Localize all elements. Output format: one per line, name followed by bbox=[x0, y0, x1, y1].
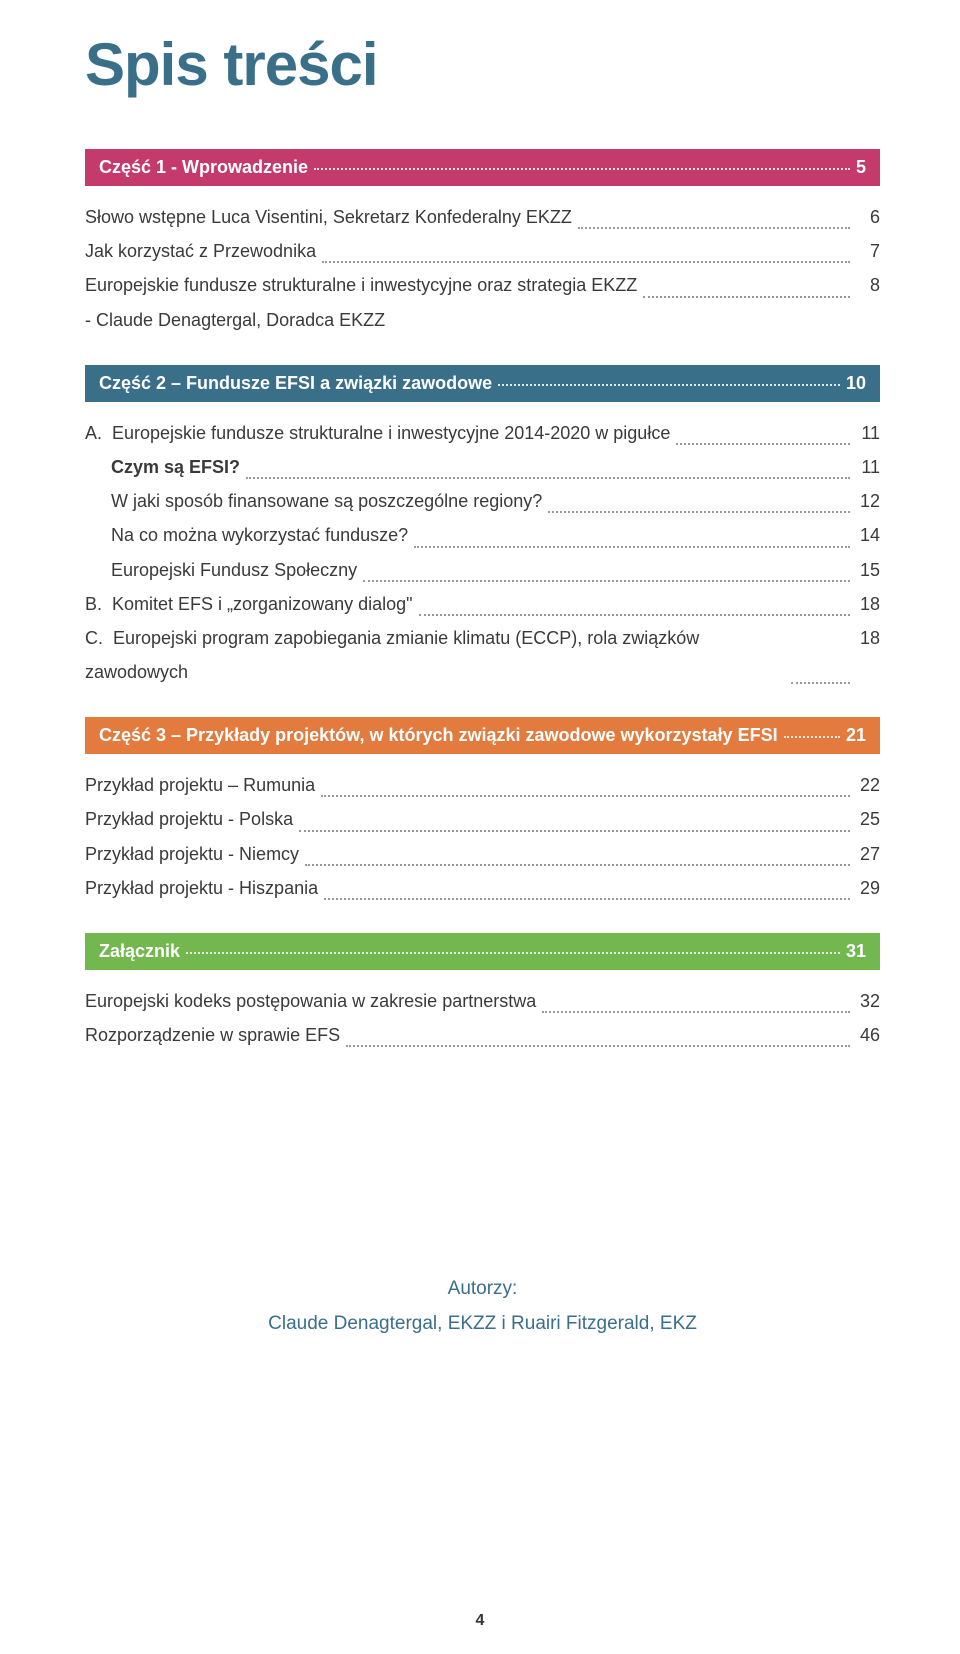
band-label: Część 1 - Wprowadzenie bbox=[99, 157, 308, 178]
toc-line: A. Europejskie fundusze strukturalne i i… bbox=[85, 416, 880, 450]
band-dots bbox=[498, 383, 840, 386]
toc-group-part3: Przykład projektu – Rumunia22Przykład pr… bbox=[85, 768, 880, 905]
toc-line: Przykład projektu - Hiszpania 29 bbox=[85, 871, 880, 905]
toc-line: B. Komitet EFS i „zorganizowany dialog" 1… bbox=[85, 587, 880, 621]
authors-heading: Autorzy: bbox=[85, 1272, 880, 1306]
toc-text: Przykład projektu - Niemcy bbox=[85, 837, 299, 871]
band-label: Załącznik bbox=[99, 941, 180, 962]
toc-text: Słowo wstępne Luca Visentini, Sekretarz … bbox=[85, 200, 572, 234]
toc-line: C. Europejski program zapobiegania zmian… bbox=[85, 621, 880, 689]
toc-line: Europejskie fundusze strukturalne i inwe… bbox=[85, 268, 880, 302]
band-label: Część 2 – Fundusze EFSI a związki zawodo… bbox=[99, 373, 492, 394]
toc-text: A. Europejskie fundusze strukturalne i i… bbox=[85, 416, 670, 450]
toc-line: Czym są EFSI? 11 bbox=[85, 450, 880, 484]
toc-page: 14 bbox=[856, 518, 880, 552]
toc-page: 12 bbox=[856, 484, 880, 518]
toc-line: - Claude Denagtergal, Doradca EKZZ bbox=[85, 303, 880, 337]
toc-page: 18 bbox=[856, 621, 880, 655]
toc-text: Czym są EFSI? bbox=[111, 450, 240, 484]
toc-dots bbox=[542, 1010, 850, 1013]
toc-dots bbox=[643, 295, 850, 298]
toc-line: Europejski kodeks postępowania w zakresi… bbox=[85, 984, 880, 1018]
toc-text: Jak korzystać z Przewodnika bbox=[85, 234, 316, 268]
toc-dots bbox=[321, 794, 850, 797]
toc-line: Jak korzystać z Przewodnika 7 bbox=[85, 234, 880, 268]
toc-dots bbox=[324, 897, 850, 900]
page: Spis treści Część 1 - Wprowadzenie 5 Sło… bbox=[0, 0, 960, 1654]
toc-group-part2: A. Europejskie fundusze strukturalne i i… bbox=[85, 416, 880, 690]
band-dots bbox=[314, 167, 850, 170]
section-band-part4: Załącznik 31 bbox=[85, 933, 880, 970]
page-title: Spis treści bbox=[85, 30, 880, 99]
toc-text: Przykład projektu – Rumunia bbox=[85, 768, 315, 802]
toc-text: W jaki sposób finansowane są poszczególn… bbox=[111, 484, 542, 518]
toc-line: Na co można wykorzystać fundusze? 14 bbox=[85, 518, 880, 552]
section-band-part1: Część 1 - Wprowadzenie 5 bbox=[85, 149, 880, 186]
toc-page: 25 bbox=[856, 802, 880, 836]
toc-text: - Claude Denagtergal, Doradca EKZZ bbox=[85, 303, 385, 337]
toc-page: 18 bbox=[856, 587, 880, 621]
toc-page: 46 bbox=[856, 1018, 880, 1052]
toc-dots bbox=[578, 226, 850, 229]
toc-page: 27 bbox=[856, 837, 880, 871]
toc-page: 8 bbox=[856, 268, 880, 302]
authors-block: Autorzy: Claude Denagtergal, EKZZ i Ruai… bbox=[85, 1272, 880, 1340]
toc-line: Przykład projektu - Niemcy 27 bbox=[85, 837, 880, 871]
toc-dots bbox=[322, 260, 850, 263]
authors-names: Claude Denagtergal, EKZZ i Ruairi Fitzge… bbox=[85, 1307, 880, 1341]
footer-page-number: 4 bbox=[0, 1612, 960, 1630]
toc-text: Europejskie fundusze strukturalne i inwe… bbox=[85, 268, 637, 302]
toc-dots bbox=[791, 681, 850, 684]
toc-line: Rozporządzenie w sprawie EFS 46 bbox=[85, 1018, 880, 1052]
toc-page: 29 bbox=[856, 871, 880, 905]
toc-page: 22 bbox=[856, 768, 880, 802]
toc-dots bbox=[676, 442, 850, 445]
band-page: 5 bbox=[856, 157, 866, 178]
band-dots bbox=[186, 951, 840, 954]
toc-group-part4: Europejski kodeks postępowania w zakresi… bbox=[85, 984, 880, 1052]
toc-page: 11 bbox=[856, 450, 880, 484]
toc-line: Przykład projektu - Polska 25 bbox=[85, 802, 880, 836]
toc-text: Europejski kodeks postępowania w zakresi… bbox=[85, 984, 536, 1018]
toc-line: W jaki sposób finansowane są poszczególn… bbox=[85, 484, 880, 518]
section-band-part2: Część 2 – Fundusze EFSI a związki zawodo… bbox=[85, 365, 880, 402]
toc-group-part1: Słowo wstępne Luca Visentini, Sekretarz … bbox=[85, 200, 880, 337]
section-band-part3: Część 3 – Przykłady projektów, w których… bbox=[85, 717, 880, 754]
toc-text: Europejski Fundusz Społeczny bbox=[111, 553, 357, 587]
toc-dots bbox=[299, 829, 850, 832]
toc-text: Na co można wykorzystać fundusze? bbox=[111, 518, 408, 552]
toc-line: Europejski Fundusz Społeczny 15 bbox=[85, 553, 880, 587]
toc-dots bbox=[305, 863, 850, 866]
toc-page: 15 bbox=[856, 553, 880, 587]
toc-text: C. Europejski program zapobiegania zmian… bbox=[85, 621, 785, 689]
toc-page: 32 bbox=[856, 984, 880, 1018]
toc-page: 6 bbox=[856, 200, 880, 234]
toc-dots bbox=[419, 613, 850, 616]
toc-line: Przykład projektu – Rumunia 22 bbox=[85, 768, 880, 802]
toc-dots bbox=[414, 545, 850, 548]
toc-text: Przykład projektu - Hiszpania bbox=[85, 871, 318, 905]
toc-text: Rozporządzenie w sprawie EFS bbox=[85, 1018, 340, 1052]
toc-text: Przykład projektu - Polska bbox=[85, 802, 293, 836]
toc-text: B. Komitet EFS i „zorganizowany dialog" bbox=[85, 587, 413, 621]
toc-page: 11 bbox=[856, 416, 880, 450]
band-page: 31 bbox=[846, 941, 866, 962]
band-page: 21 bbox=[846, 725, 866, 746]
toc-dots bbox=[363, 579, 850, 582]
band-label: Część 3 – Przykłady projektów, w których… bbox=[99, 725, 778, 746]
toc-dots bbox=[346, 1044, 850, 1047]
toc-page: 7 bbox=[856, 234, 880, 268]
band-page: 10 bbox=[846, 373, 866, 394]
toc-dots bbox=[246, 476, 850, 479]
toc-dots bbox=[548, 510, 850, 513]
band-dots bbox=[784, 735, 840, 738]
toc-line: Słowo wstępne Luca Visentini, Sekretarz … bbox=[85, 200, 880, 234]
